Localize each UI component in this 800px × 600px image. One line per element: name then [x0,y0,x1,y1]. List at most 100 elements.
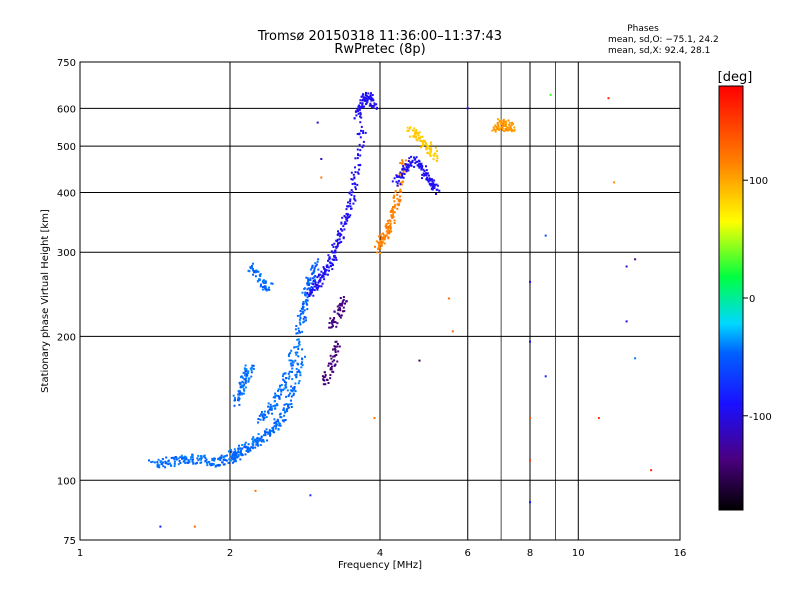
trace-point [409,126,412,129]
trace-point [332,259,335,261]
trace-point [323,278,326,281]
trace-point [393,206,396,209]
trace-point [332,245,335,248]
trace-point [247,450,249,453]
trace-point [428,177,431,180]
trace-point [337,350,340,353]
trace-point [211,459,214,462]
trace-point [257,439,260,442]
trace-point [282,375,284,378]
trace-point [234,456,237,458]
trace-point [274,422,277,425]
trace-point [333,256,336,259]
trace-point [341,229,344,232]
trace-point [328,269,330,272]
trace-point [501,129,504,132]
trace-point [274,396,277,399]
trace-point [230,455,233,458]
trace-point [333,310,336,313]
trace-point [191,454,194,457]
trace-point [359,154,362,157]
trace-point [337,242,339,245]
trace-point [305,299,308,301]
trace-point [502,118,505,121]
trace-point [339,302,342,305]
trace-point [492,126,495,129]
trace-point [430,141,432,144]
trace-point [496,126,499,129]
trace-point [432,158,435,161]
trace-point [359,111,362,114]
trace-point [289,352,292,355]
trace-point [228,458,231,461]
trace-point [383,234,386,237]
trace-point [354,186,357,189]
trace-point [331,262,334,265]
trace-point [379,247,382,250]
trace-point [504,127,507,130]
trace-point [301,348,304,351]
trace-point [260,413,263,416]
trace-point [406,126,409,129]
trace-point [343,310,346,313]
trace-point [302,321,305,324]
trace-point [427,151,429,154]
trace-point [259,285,262,288]
trace-point [238,403,241,406]
trace-point [430,178,433,181]
trace-point [290,385,293,388]
trace-point [435,193,437,195]
trace-point [273,400,276,403]
trace-point [247,447,250,449]
trace-point [333,359,336,362]
trace-point [329,354,332,357]
trace-point [240,375,243,378]
trace-point [292,394,295,397]
trace-point [399,181,402,184]
trace-point [275,403,278,406]
trace-point [343,223,346,226]
trace-point [386,232,389,235]
trace-point [345,208,348,211]
trace-point [273,418,276,421]
trace-point [318,273,320,276]
trace-point [290,364,293,367]
trace-point [233,457,236,460]
trace-point [358,132,361,135]
trace-point [249,447,251,450]
trace-point [345,222,348,225]
trace-point [314,285,317,288]
trace-point [414,157,417,160]
trace-point [244,374,247,377]
trace-point [359,149,362,152]
trace-point [306,288,309,291]
trace-point [350,178,353,181]
trace-point [370,98,372,101]
trace-point [296,332,299,335]
trace-point [349,191,352,194]
trace-point [241,444,244,446]
trace-point [243,383,246,386]
trace-point [354,110,357,113]
trace-point [375,240,378,243]
trace-point [325,264,328,267]
trace-point [385,227,388,230]
trace-point [295,345,298,348]
trace-point [251,442,254,445]
trace-point [282,388,285,391]
trace-point [194,462,197,465]
trace-point [262,279,265,282]
trace-point [233,399,236,402]
trace-point [338,238,341,241]
trace-point [203,454,206,457]
trace-point [431,180,434,183]
trace-point [401,161,404,164]
trace-point [262,418,265,421]
trace-point [243,372,246,375]
trace-point [349,205,352,208]
trace-point [296,370,299,373]
trace-point [399,188,402,191]
isolated-point [625,265,628,268]
trace-point [428,182,431,185]
trace-point [303,316,306,318]
